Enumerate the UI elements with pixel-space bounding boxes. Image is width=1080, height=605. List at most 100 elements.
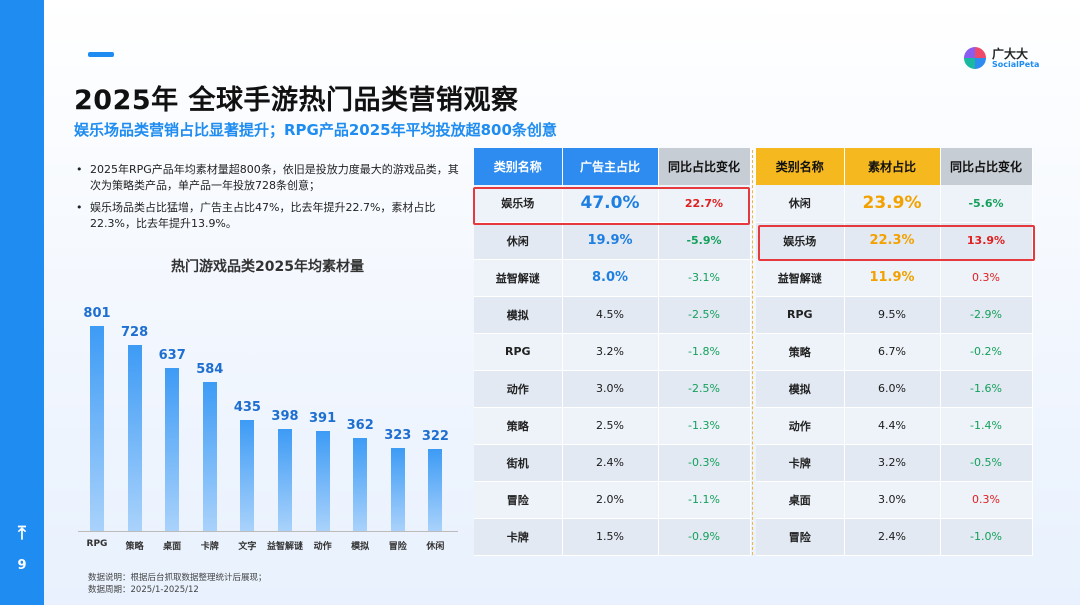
table-row: 模拟 4.5% -2.5% — [474, 296, 751, 334]
change-cell: 13.9% — [940, 222, 1033, 260]
table-row: 策略 2.5% -1.3% — [474, 407, 751, 445]
highlight-box-casino-creative — [758, 225, 1035, 261]
col-header: 同比占比变化 — [658, 148, 751, 185]
change-cell: -1.1% — [658, 481, 751, 519]
table-row: 动作 3.0% -2.5% — [474, 370, 751, 408]
col-header: 类别名称 — [756, 148, 845, 185]
table-row: RPG 3.2% -1.8% — [474, 333, 751, 371]
share-cell: 2.4% — [844, 518, 941, 556]
table-divider — [752, 150, 753, 555]
table-row: RPG 9.5% -2.9% — [756, 296, 1033, 334]
share-cell: 3.0% — [844, 481, 941, 519]
change-cell: -5.6% — [940, 185, 1033, 223]
summary-bullets: 2025年RPG产品年均素材量超800条，依旧是投放力度最大的游戏品类，其次为策… — [74, 162, 469, 238]
table-row: 冒险 2.4% -1.0% — [756, 518, 1033, 556]
bar-桌面 — [165, 368, 180, 531]
share-cell: 3.2% — [562, 333, 659, 371]
category-cell: 休闲 — [756, 185, 845, 223]
share-cell: 4.5% — [562, 296, 659, 334]
share-cell: 6.7% — [844, 333, 941, 371]
bar-卡牌 — [202, 381, 217, 531]
page-subtitle: 娱乐场品类营销占比显著提升；RPG产品2025年平均投放超800条创意 — [74, 121, 557, 139]
share-cell: 4.4% — [844, 407, 941, 445]
x-tick-label: 益智解谜 — [266, 542, 303, 552]
back-to-top-icon[interactable]: ⤒ — [18, 523, 26, 544]
bar-value-label: 801 — [83, 306, 111, 322]
category-cell: 休闲 — [474, 222, 563, 260]
category-cell: 冒险 — [474, 481, 563, 519]
category-cell: 卡牌 — [474, 518, 563, 556]
logo-icon — [964, 47, 986, 69]
bullet-item: 2025年RPG产品年均素材量超800条，依旧是投放力度最大的游戏品类，其次为策… — [74, 162, 469, 194]
table-row: 休闲 23.9% -5.6% — [756, 185, 1033, 223]
page-title: 2025年 全球手游热门品类营销观察 — [74, 85, 519, 116]
share-cell: 47.0% — [562, 185, 659, 223]
table-row: 益智解谜 11.9% 0.3% — [756, 259, 1033, 297]
category-cell: 策略 — [756, 333, 845, 371]
bar-value-label: 398 — [271, 409, 299, 425]
bar-冒险 — [390, 448, 405, 531]
x-tick-label: 桌面 — [163, 542, 182, 552]
bar-模拟 — [353, 438, 368, 531]
col-header: 类别名称 — [474, 148, 563, 185]
table-row: 冒险 2.0% -1.1% — [474, 481, 751, 519]
category-cell: 益智解谜 — [474, 259, 563, 297]
bar-value-label: 322 — [421, 428, 449, 444]
x-tick-label: 文字 — [238, 542, 257, 552]
change-cell: -3.1% — [658, 259, 751, 297]
note-line: 数据周期：2025/1-2025/12 — [88, 585, 199, 595]
share-cell: 6.0% — [844, 370, 941, 408]
x-tick-label: RPG — [86, 539, 108, 549]
change-cell: -5.9% — [658, 222, 751, 260]
category-cell: 桌面 — [756, 481, 845, 519]
col-header: 广告主占比 — [562, 148, 659, 185]
category-cell: 动作 — [474, 370, 563, 408]
share-cell: 19.9% — [562, 222, 659, 260]
bar-value-label: 323 — [384, 428, 412, 444]
table-row: 益智解谜 8.0% -3.1% — [474, 259, 751, 297]
logo-cn-text: 广大大 — [992, 47, 1029, 61]
change-cell: -2.9% — [940, 296, 1033, 334]
category-cell: 动作 — [756, 407, 845, 445]
brand-logo: 广大大 SocialPeta — [964, 45, 1064, 75]
change-cell: -0.5% — [940, 444, 1033, 482]
col-header: 同比占比变化 — [940, 148, 1033, 185]
bar-策略 — [127, 344, 142, 531]
category-cell: 益智解谜 — [756, 259, 845, 297]
x-axis — [78, 531, 458, 532]
table-row: 街机 2.4% -0.3% — [474, 444, 751, 482]
bar-value-label: 584 — [196, 361, 224, 377]
change-cell: 22.7% — [658, 185, 751, 223]
category-cell: 策略 — [474, 407, 563, 445]
x-tick-label: 冒险 — [388, 542, 407, 552]
note-line: 数据说明：根据后台抓取数据整理统计后展现； — [88, 573, 267, 583]
share-cell: 2.4% — [562, 444, 659, 482]
category-cell: 卡牌 — [756, 444, 845, 482]
advertiser-share-table: 类别名称 广告主占比 同比占比变化 娱乐场 47.0% 22.7% 休闲 19.9% -5… — [474, 148, 751, 556]
table-row: 卡牌 1.5% -0.9% — [474, 518, 751, 556]
share-cell: 22.3% — [844, 222, 941, 260]
bar-value-label: 391 — [309, 411, 337, 427]
bar-value-label: 362 — [346, 418, 374, 434]
share-cell: 3.0% — [562, 370, 659, 408]
change-cell: -1.8% — [658, 333, 751, 371]
change-cell: -0.3% — [658, 444, 751, 482]
share-cell: 3.2% — [844, 444, 941, 482]
bar-动作 — [315, 431, 330, 531]
page-number: 9 — [17, 558, 27, 573]
change-cell: 0.3% — [940, 481, 1033, 519]
data-note: 数据说明：根据后台抓取数据整理统计后展现； 数据周期：2025/1-2025/1… — [88, 572, 267, 596]
table-row: 桌面 3.0% 0.3% — [756, 481, 1033, 519]
bar-益智解谜 — [278, 429, 292, 531]
share-cell: 2.5% — [562, 407, 659, 445]
share-cell: 1.5% — [562, 518, 659, 556]
table-row: 策略 6.7% -0.2% — [756, 333, 1033, 371]
category-cell: RPG — [474, 333, 563, 371]
table-row: 模拟 6.0% -1.6% — [756, 370, 1033, 408]
bar-value-label: 435 — [233, 399, 261, 415]
category-cell: 模拟 — [756, 370, 845, 408]
bar-休闲 — [428, 448, 443, 531]
bar-chart: 801 RPG 728 策略 637 桌面 584 卡牌 435 文字 398 益智解谜 391 动作 36… — [78, 278, 462, 578]
change-cell: -1.3% — [658, 407, 751, 445]
bullet-item: 娱乐场品类占比猛增，广告主占比47%，比去年提升22.7%，素材占比22.3%，… — [74, 200, 469, 232]
